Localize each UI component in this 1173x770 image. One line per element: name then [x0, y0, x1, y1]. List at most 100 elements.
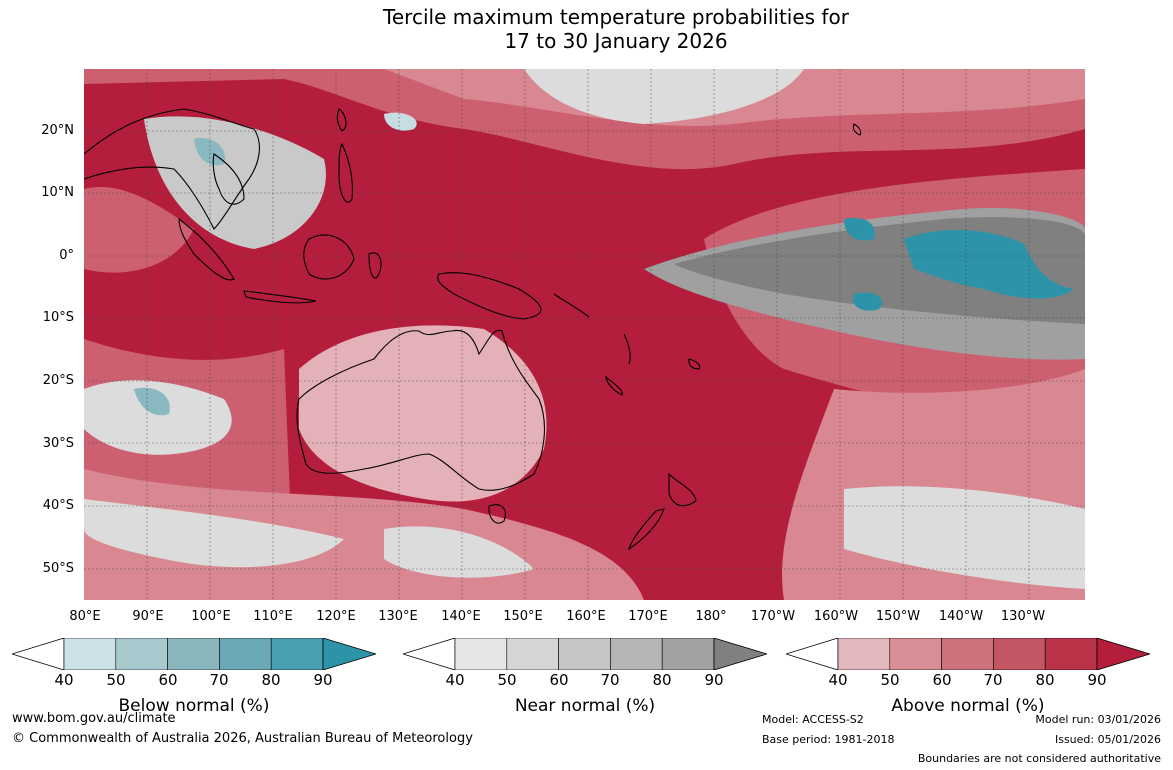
lat-label: 10°N: [41, 185, 74, 200]
below-colorbar-segment: [270, 638, 324, 670]
near-colorbar-segment: [661, 638, 715, 670]
near-tick: 70: [600, 671, 620, 689]
lon-label: 90°E: [132, 609, 164, 624]
mainland-asia-coastline: [84, 108, 260, 230]
near-normal-southeast-asia: [144, 116, 326, 249]
borneo-coastline: [303, 234, 355, 280]
lon-label: 140°W: [938, 609, 984, 624]
lon-label: 180°: [695, 609, 727, 624]
above-normal-band-tropical-west: [84, 187, 194, 273]
copyright-text: © Commonwealth of Australia 2026, Austra…: [12, 731, 473, 746]
above-colorbar-segment: [837, 638, 891, 670]
lon-label: 130°E: [378, 609, 418, 624]
near-normal-north-patch: [524, 69, 804, 124]
near-normal-southern-ocean: [84, 499, 344, 568]
lat-label: 40°S: [42, 498, 74, 513]
lon-label: 80°E: [69, 609, 101, 624]
near-colorbar-segment: [558, 638, 611, 670]
new-zealand-south-coastline: [628, 508, 665, 551]
near-tick: 40: [445, 671, 465, 689]
coastlines: [84, 108, 862, 551]
near-colorbar-segment: [506, 638, 559, 670]
below-normal-east-pacific-small: [844, 217, 875, 241]
lat-label: 20°S: [42, 373, 74, 388]
below-colorbar-segment: [115, 638, 168, 670]
hawaii-coastline: [852, 123, 862, 136]
lon-label: 100°E: [191, 609, 231, 624]
above-tick: 50: [880, 671, 900, 689]
above-tick: 60: [932, 671, 952, 689]
below-tick: 60: [158, 671, 178, 689]
below-normal-colorbar: [12, 638, 376, 670]
above-tick: 90: [1087, 671, 1107, 689]
fiji-coastline: [688, 358, 701, 370]
lon-label: 170°W: [750, 609, 796, 624]
above-normal-band-australia: [299, 325, 547, 502]
near-normal-legend-label: Near normal (%): [514, 696, 656, 716]
lon-label: 170°E: [628, 609, 668, 624]
below-tick: 50: [106, 671, 126, 689]
near-tick: 90: [704, 671, 724, 689]
lat-label: 50°S: [42, 561, 74, 576]
lon-label: 110°E: [253, 609, 293, 624]
near-normal-tasman-patches: [384, 526, 534, 578]
below-normal-indian-ocean: [134, 387, 170, 416]
below-colorbar-segment: [167, 638, 220, 670]
java-coastline: [243, 290, 317, 304]
boundary-disclaimer: Boundaries are not considered authoritat…: [917, 752, 1161, 765]
model-name: Model: ACCESS-S2: [762, 713, 864, 726]
near-colorbar-segment: [610, 638, 663, 670]
lon-label: 130°W: [1000, 609, 1046, 624]
above-normal-colorbar: [786, 638, 1150, 670]
model-run-date: Model run: 03/01/2026: [1035, 713, 1161, 726]
above-colorbar-segment: [993, 638, 1046, 670]
lon-label: 140°E: [441, 609, 481, 624]
base-period: Base period: 1981-2018: [762, 733, 895, 746]
lat-label: 20°N: [41, 123, 74, 138]
sumatra-coastline: [178, 217, 235, 281]
above-colorbar-segment: [1044, 638, 1098, 670]
above-colorbar-segment: [889, 638, 942, 670]
lat-label: 0°: [59, 248, 74, 263]
near-tick: 80: [652, 671, 672, 689]
near-normal-colorbar: [403, 638, 767, 670]
tasmania-coastline: [488, 504, 506, 524]
solomon-islands-coastline: [553, 293, 590, 318]
new-caledonia-coastline: [605, 375, 623, 396]
map-title-line-1: Tercile maximum temperature probabilitie…: [383, 5, 849, 29]
new-zealand-north-coastline: [668, 472, 697, 507]
near-normal-indian-ocean: [84, 380, 232, 455]
above-normal-legend-label: Above normal (%): [891, 696, 1045, 716]
lon-label: 150°W: [875, 609, 921, 624]
website-link[interactable]: www.bom.gov.au/climate: [12, 711, 176, 726]
above-tick: 80: [1035, 671, 1055, 689]
below-tick: 40: [54, 671, 74, 689]
below-normal-north-pacific: [384, 112, 417, 131]
lat-label: 30°S: [42, 436, 74, 451]
above-colorbar-segment: [941, 638, 994, 670]
near-colorbar-segment: [454, 638, 508, 670]
below-normal-asia: [194, 138, 225, 166]
graticule: [84, 69, 1085, 600]
near-normal-southeast-ocean: [844, 486, 1085, 589]
above-tick: 40: [828, 671, 848, 689]
new-guinea-coastline: [437, 272, 542, 320]
lon-label: 150°E: [503, 609, 543, 624]
vanuatu-coastline: [623, 333, 631, 365]
above-tick: 70: [983, 671, 1003, 689]
below-normal-legend-label: Below normal (%): [118, 696, 270, 716]
near-tick: 50: [497, 671, 517, 689]
lon-label: 120°E: [316, 609, 356, 624]
map-canvas: [84, 69, 1085, 600]
below-normal-east-pacific-south: [853, 292, 883, 311]
lon-label: 160°W: [813, 609, 859, 624]
below-colorbar-segment: [219, 638, 272, 670]
below-normal-east-pacific: [904, 229, 1074, 299]
issued-date: Issued: 05/01/2026: [1054, 733, 1161, 746]
australia-coastline: [296, 329, 545, 491]
below-colorbar-segment: [63, 638, 117, 670]
lat-label: 10°S: [42, 310, 74, 325]
indochina-coastline: [212, 153, 245, 205]
below-tick: 80: [261, 671, 281, 689]
taiwan-coastline: [336, 108, 347, 132]
